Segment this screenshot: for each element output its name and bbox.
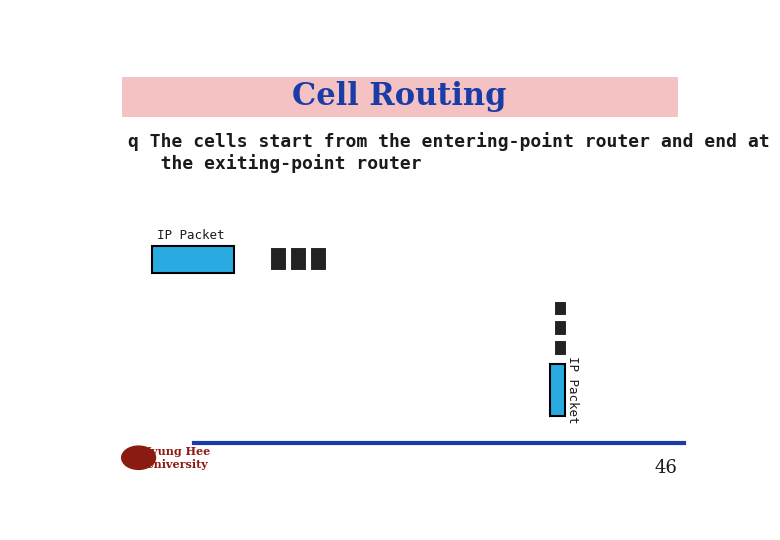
- Text: Kyung Hee
University: Kyung Hee University: [142, 446, 211, 470]
- Text: IP Packet: IP Packet: [566, 356, 579, 424]
- Text: the exiting-point router: the exiting-point router: [128, 154, 421, 173]
- Text: Cell Routing: Cell Routing: [292, 81, 507, 112]
- Text: q The cells start from the entering-point router and end at: q The cells start from the entering-poin…: [128, 132, 769, 151]
- Bar: [554, 320, 567, 336]
- FancyBboxPatch shape: [122, 77, 678, 117]
- Bar: [554, 340, 567, 356]
- Bar: [554, 301, 567, 316]
- Bar: [550, 364, 565, 416]
- Circle shape: [122, 446, 155, 469]
- Text: IP Packet: IP Packet: [157, 229, 224, 242]
- Bar: [270, 247, 287, 272]
- Bar: [152, 246, 233, 273]
- Text: 46: 46: [655, 459, 678, 477]
- Bar: [310, 247, 327, 272]
- Bar: [289, 247, 307, 272]
